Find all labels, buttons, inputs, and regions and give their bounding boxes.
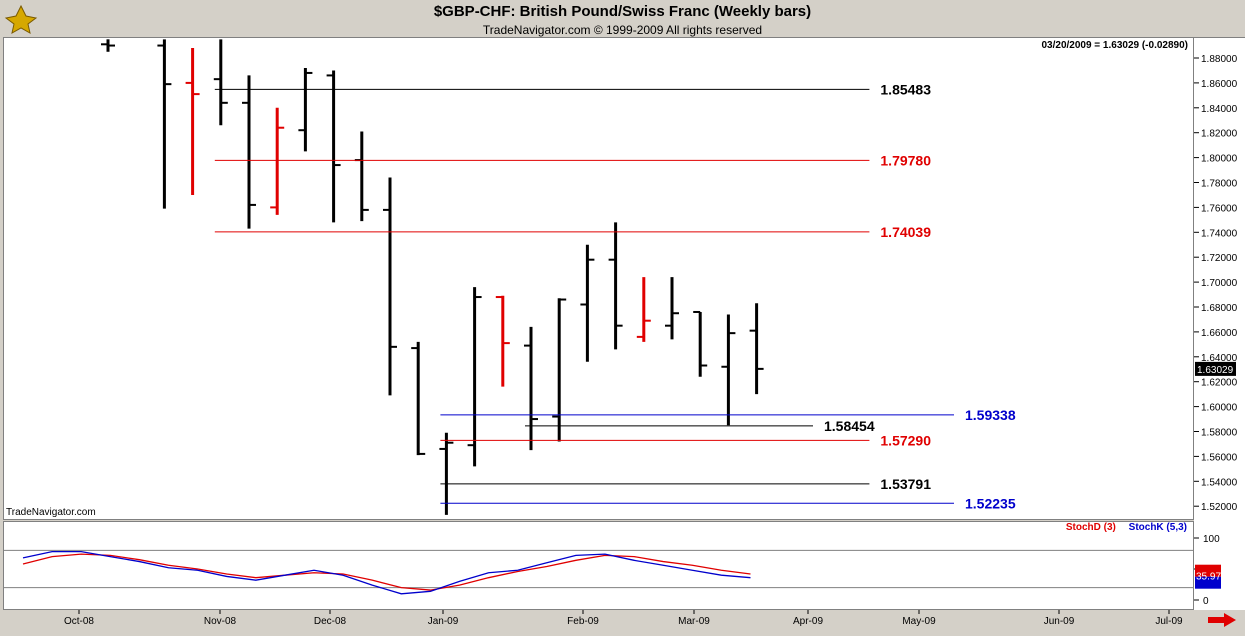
price-tick-label: 1.66000 — [1201, 328, 1238, 339]
ohlc-bar — [495, 295, 510, 387]
stoch-last-box-d — [1195, 564, 1221, 577]
stoch-tick-label: 100 — [1203, 534, 1220, 545]
price-tick-label: 1.84000 — [1201, 104, 1238, 115]
level-label: 1.79780 — [880, 152, 931, 168]
date-tick-label: Jun-09 — [1044, 616, 1075, 627]
stoch-tick-label: 0 — [1203, 596, 1209, 607]
ohlc-bar — [580, 244, 595, 362]
ohlc-bar — [383, 177, 397, 396]
price-axis-svg: 1.88000 1.86000 1.84000 1.82000 1.80000 1.780… — [1194, 54, 1238, 607]
price-tick-label: 1.88000 — [1201, 54, 1238, 65]
legend-stochk: StochK (5,3) — [1128, 522, 1187, 533]
ohlc-bar — [298, 67, 313, 152]
ohlc-bar — [270, 107, 285, 215]
level-label: 1.52235 — [965, 495, 1016, 511]
ohlc-bar — [693, 310, 708, 377]
date-tick-label: Oct-08 — [64, 616, 94, 627]
ohlc-bar — [354, 131, 369, 222]
ohlc-bar — [213, 39, 228, 126]
ohlc-bar — [326, 70, 341, 223]
price-tick-label: 1.72000 — [1201, 253, 1238, 264]
stoch-last-box-k — [1195, 576, 1221, 589]
price-tick-label: 1.54000 — [1201, 477, 1238, 488]
ohlc-bar — [749, 303, 764, 395]
level-label: 1.53791 — [880, 476, 931, 492]
level-label: 1.59338 — [965, 407, 1016, 423]
price-tick-label: 1.82000 — [1201, 129, 1238, 140]
date-axis[interactable]: Oct-08 Nov-08 Dec-08 Jan-09 Feb-09 Mar-09 Apr-… — [3, 610, 1245, 631]
ohlc-bar — [524, 326, 538, 451]
price-tick-label: 1.74000 — [1201, 228, 1238, 239]
ohlc-bar — [411, 341, 426, 456]
stochastic-legend: StochD (3) StochK (5,3) — [1066, 522, 1187, 533]
stochastic-panel[interactable] — [3, 521, 1194, 610]
date-tick-label: Dec-08 — [314, 616, 347, 627]
price-tick-label: 1.64000 — [1201, 353, 1238, 364]
watermark-text: TradeNavigator.com — [6, 507, 96, 518]
last-price-label: 1.63029 — [1197, 365, 1234, 376]
level-label: 1.58454 — [824, 418, 875, 434]
legend-stochd: StochD (3) — [1065, 522, 1116, 533]
ohlc-bar — [608, 222, 623, 350]
level-label: 1.74039 — [880, 224, 931, 240]
price-tick-label: 1.80000 — [1201, 154, 1238, 165]
stochk-line — [22, 550, 751, 595]
price-panel[interactable]: 1.85483 1.79780 1.74039 1.59338 1.58454 1.572… — [3, 37, 1194, 520]
date-axis-svg: Oct-08 Nov-08 Dec-08 Jan-09 Feb-09 Mar-09 Apr-… — [64, 610, 1183, 627]
price-tick-label: 1.58000 — [1201, 428, 1238, 439]
ohlc-bar — [185, 48, 200, 195]
date-tick-label: Feb-09 — [567, 616, 599, 627]
chart-title: $GBP-CHF: British Pound/Swiss Franc (Wee… — [433, 3, 812, 20]
ohlc-bar — [439, 432, 454, 515]
price-tick-label: 1.68000 — [1201, 303, 1238, 314]
ohlc-bar — [101, 39, 115, 52]
price-tick-label: 1.60000 — [1201, 403, 1238, 414]
price-chart-svg: 1.85483 1.79780 1.74039 1.59338 1.58454 1.572… — [101, 39, 1016, 515]
ohlc-bar — [665, 277, 679, 340]
price-tick-label: 1.70000 — [1201, 278, 1238, 289]
stochastic-chart-svg — [4, 549, 1193, 595]
ohlc-bar — [467, 287, 482, 467]
level-label: 1.85483 — [880, 81, 931, 97]
chart-subtitle: TradeNavigator.com © 1999-2009 All right… — [482, 23, 763, 37]
price-tick-label: 1.62000 — [1201, 378, 1238, 389]
price-readout: 03/20/2009 = 1.63029 (-0.02890) — [1041, 40, 1188, 51]
date-tick-label: Apr-09 — [793, 616, 823, 627]
scroll-right-arrow-icon[interactable] — [1208, 613, 1236, 627]
price-tick-label: 1.52000 — [1201, 502, 1238, 513]
price-tick-label: 1.86000 — [1201, 79, 1238, 90]
ohlc-bar — [721, 314, 736, 426]
price-axis[interactable]: 1.88000 1.86000 1.84000 1.82000 1.80000 1.780… — [1194, 37, 1245, 610]
price-tick-label: 1.78000 — [1201, 179, 1238, 190]
ohlc-bar — [242, 75, 256, 229]
stochd-line — [22, 553, 751, 591]
price-tick-label: 1.56000 — [1201, 452, 1238, 463]
level-label: 1.57290 — [880, 432, 931, 448]
trade-navigator-logo-icon — [4, 4, 38, 39]
last-price-box — [1195, 361, 1236, 376]
date-tick-label: Nov-08 — [204, 616, 237, 627]
stoch-last-label: 35.97 — [1196, 572, 1221, 583]
ohlc-bar — [552, 298, 567, 442]
ohlc-bar — [636, 277, 651, 342]
date-tick-label: May-09 — [902, 616, 936, 627]
ohlc-bar — [157, 39, 172, 209]
date-tick-label: Jul-09 — [1155, 616, 1183, 627]
price-tick-label: 1.76000 — [1201, 203, 1238, 214]
date-tick-label: Mar-09 — [678, 616, 710, 627]
date-tick-label: Jan-09 — [428, 616, 459, 627]
